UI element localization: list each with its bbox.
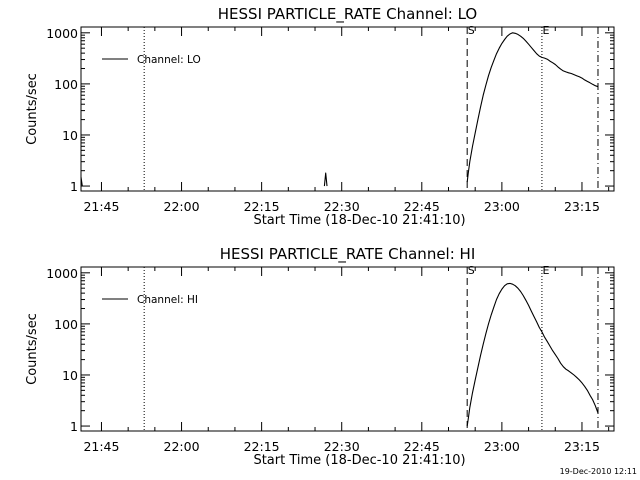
y-tick-label: 100 bbox=[54, 317, 78, 332]
y-tick-label: 100 bbox=[54, 77, 78, 92]
y-tick-label: 1 bbox=[70, 179, 78, 194]
legend-label: Channel: LO bbox=[137, 54, 201, 66]
marker-label: E bbox=[542, 264, 549, 277]
y-tick-label: 10 bbox=[62, 128, 78, 143]
legend-label: Channel: HI bbox=[137, 294, 198, 306]
x-tick-label: 22:00 bbox=[164, 439, 200, 454]
chart-panel-2: HESSI PARTICLE_RATE Channel: HI 21:45 22:0… bbox=[25, 245, 615, 468]
y-tick-label: 1000 bbox=[46, 266, 78, 281]
x-tick-label: 22:15 bbox=[244, 439, 280, 454]
chart-title: HESSI PARTICLE_RATE Channel: HI bbox=[220, 245, 476, 264]
x-axis-label: Start Time (18-Dec-10 21:41:10) bbox=[253, 213, 465, 228]
y-tick-label: 1000 bbox=[46, 26, 78, 41]
marker-label: S bbox=[468, 264, 475, 277]
marker-label: E bbox=[542, 24, 549, 37]
chart-panel-1: HESSI PARTICLE_RATE Channel: LO 21:45 22:0… bbox=[25, 5, 615, 228]
x-tick-label: 22:45 bbox=[404, 199, 440, 214]
x-tick-label: 22:30 bbox=[324, 199, 360, 214]
y-tick-label: 10 bbox=[62, 368, 78, 383]
x-tick-label: 23:00 bbox=[484, 199, 520, 214]
chart-title: HESSI PARTICLE_RATE Channel: LO bbox=[218, 5, 477, 24]
x-tick-label: 22:15 bbox=[244, 199, 280, 214]
series-line-segment bbox=[466, 282, 599, 427]
x-tick-label: 21:45 bbox=[83, 439, 119, 454]
x-tick-label: 23:00 bbox=[484, 439, 520, 454]
x-axis-label: Start Time (18-Dec-10 21:41:10) bbox=[253, 453, 465, 468]
x-tick-label: 22:30 bbox=[324, 439, 360, 454]
y-tick-label: 1 bbox=[70, 419, 78, 434]
footer-timestamp: 19-Dec-2010 12:11 bbox=[560, 467, 637, 476]
x-tick-label: 23:15 bbox=[564, 199, 600, 214]
series-line-segment bbox=[466, 32, 599, 183]
x-tick-label: 23:15 bbox=[564, 439, 600, 454]
x-tick-label: 22:00 bbox=[164, 199, 200, 214]
plot-frame bbox=[80, 26, 615, 192]
x-tick-label: 22:45 bbox=[404, 439, 440, 454]
x-tick-label: 21:45 bbox=[83, 199, 119, 214]
y-axis-label: Counts/sec bbox=[25, 313, 40, 385]
marker-label: S bbox=[468, 24, 475, 37]
series-line-segment bbox=[80, 177, 83, 187]
plot-frame bbox=[80, 266, 615, 432]
series-line-segment bbox=[323, 172, 328, 187]
y-axis-label: Counts/sec bbox=[25, 73, 40, 145]
